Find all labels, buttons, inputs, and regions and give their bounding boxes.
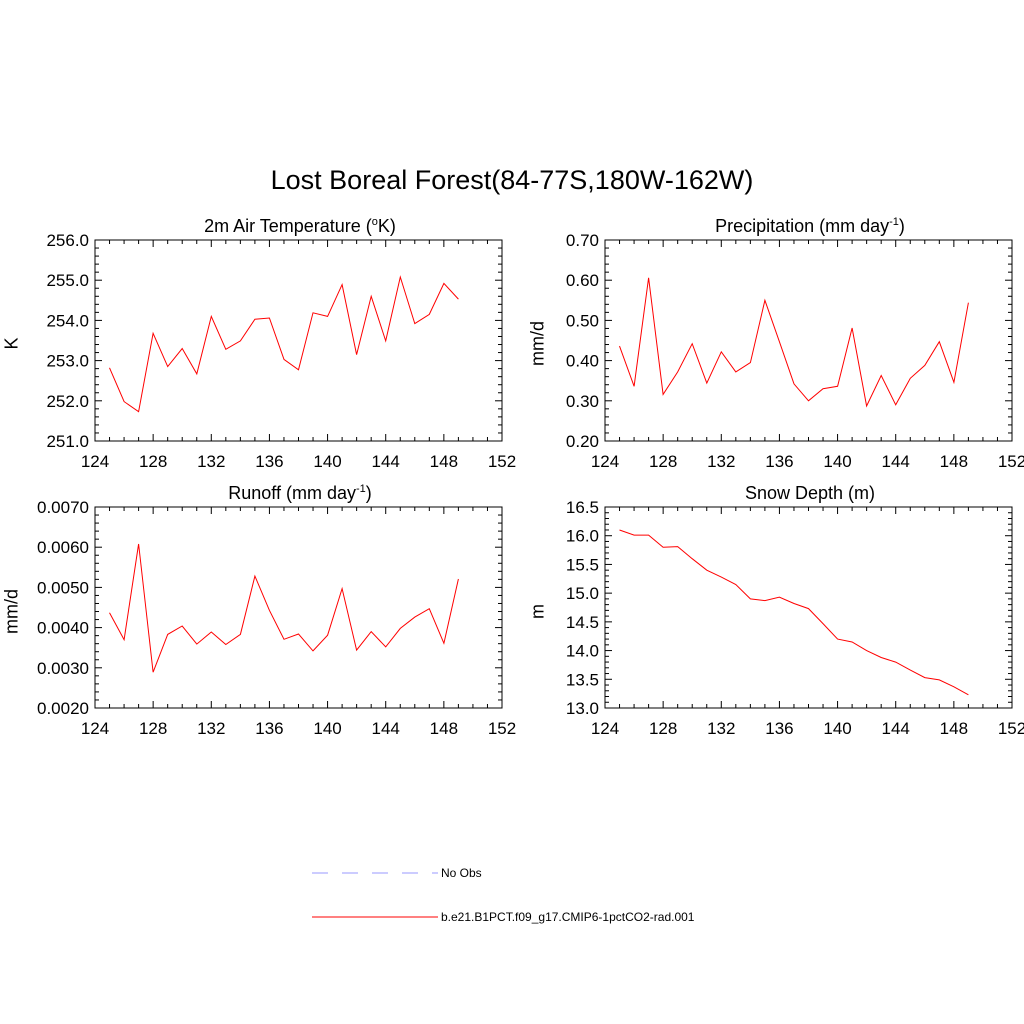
precip-series-line [619, 277, 969, 408]
temp-title-tail: K) [377, 216, 396, 236]
runoff-title-tail: ) [365, 483, 372, 503]
snow-x-tick-label: 136 [765, 719, 793, 738]
runoff-title-sup: -1 [355, 483, 366, 495]
runoff-x-tick-label: 128 [139, 719, 167, 738]
snow-x-tick-label: 148 [940, 719, 968, 738]
precip-title-tail: ) [898, 216, 905, 236]
precip-x-tick-label: 124 [591, 452, 619, 471]
runoff-y-tick-label: 0.0030 [37, 659, 89, 678]
temp-y-tick-label: 253.0 [46, 352, 89, 371]
snow-x-tick-label: 140 [823, 719, 851, 738]
snow-x-tick-label: 152 [998, 719, 1024, 738]
runoff-x-tick-label: 124 [81, 719, 109, 738]
temp-x-tick-label: 140 [313, 452, 341, 471]
snow-y-tick-label: 14.0 [566, 642, 599, 661]
snow-y-tick-label: 13.0 [566, 699, 599, 718]
runoff-x-tick-label: 152 [488, 719, 516, 738]
temp-x-tick-label: 136 [255, 452, 283, 471]
precip-y-tick-label: 0.50 [566, 311, 599, 330]
temp-y-tick-label: 256.0 [46, 231, 89, 250]
temp-x-tick-label: 144 [372, 452, 400, 471]
runoff-title-main: Runoff (mm day [228, 483, 356, 503]
snow-x-tick-label: 128 [649, 719, 677, 738]
runoff-panel-title: Runoff (mm day-1) [95, 483, 505, 504]
temp-title-main: 2m Air Temperature ( [204, 216, 372, 236]
legend-model-label: b.e21.B1PCT.f09_g17.CMIP6-1pctCO2-rad.00… [441, 910, 695, 924]
runoff-y-tick-label: 0.0050 [37, 578, 89, 597]
precip-x-tick-label: 132 [707, 452, 735, 471]
snow-y-tick-label: 13.5 [566, 670, 599, 689]
precip-title-sup: -1 [889, 216, 899, 228]
precip-x-tick-label: 148 [940, 452, 968, 471]
precip-y-tick-label: 0.20 [566, 432, 599, 451]
temp-x-tick-label: 152 [488, 452, 516, 471]
runoff-y-tick-label: 0.0070 [37, 498, 89, 517]
snow-y-tick-label: 14.5 [566, 613, 599, 632]
temp-x-tick-label: 128 [139, 452, 167, 471]
snow-title-main: Snow Depth (m) [744, 483, 876, 503]
runoff-x-tick-label: 132 [197, 719, 225, 738]
runoff-series-line [109, 543, 459, 673]
temp-y-tick-label: 252.0 [46, 392, 89, 411]
snow-y-tick-label: 16.5 [566, 498, 599, 517]
snow-x-tick-label: 124 [591, 719, 619, 738]
precip-y-tick-label: 0.40 [566, 352, 599, 371]
runoff-y-tick-label: 0.0060 [37, 538, 89, 557]
runoff-x-tick-label: 140 [313, 719, 341, 738]
snow-panel-title: Snow Depth (m) [605, 483, 1015, 504]
temp-title-sup: o [371, 216, 378, 228]
precip-y-tick-label: 0.60 [566, 271, 599, 290]
legend-obs-label: No Obs [441, 866, 482, 880]
precip-x-tick-label: 128 [649, 452, 677, 471]
precip-x-tick-label: 136 [765, 452, 793, 471]
precip-x-tick-label: 144 [882, 452, 910, 471]
snow-y-tick-label: 16.0 [566, 527, 599, 546]
temp-panel-title: 2m Air Temperature (oK) [95, 216, 505, 237]
snow-series-line [619, 529, 969, 696]
runoff-y-tick-label: 0.0040 [37, 619, 89, 638]
temp-x-tick-label: 148 [430, 452, 458, 471]
runoff-x-tick-label: 148 [430, 719, 458, 738]
precip-y-tick-label: 0.70 [566, 231, 599, 250]
temp-y-tick-label: 251.0 [46, 432, 89, 451]
precip-x-tick-label: 152 [998, 452, 1024, 471]
precip-panel-title: Precipitation (mm day-1) [605, 216, 1015, 237]
snow-x-tick-label: 132 [707, 719, 735, 738]
precip-title-main: Precipitation (mm day [715, 216, 890, 236]
temp-x-tick-label: 132 [197, 452, 225, 471]
snow-y-tick-label: 15.0 [566, 584, 599, 603]
precip-x-tick-label: 140 [823, 452, 851, 471]
snow-x-tick-label: 144 [882, 719, 910, 738]
precip-y-tick-label: 0.30 [566, 392, 599, 411]
snow-y-tick-label: 15.5 [566, 555, 599, 574]
temp-y-tick-label: 254.0 [46, 311, 89, 330]
temp-series-line [109, 275, 459, 413]
temp-y-tick-label: 255.0 [46, 271, 89, 290]
temp-x-tick-label: 124 [81, 452, 109, 471]
runoff-x-tick-label: 136 [255, 719, 283, 738]
figure-title: Lost Boreal Forest(84-77S,180W-162W) [270, 165, 754, 195]
runoff-y-tick-label: 0.0020 [37, 699, 89, 718]
runoff-x-tick-label: 144 [372, 719, 400, 738]
